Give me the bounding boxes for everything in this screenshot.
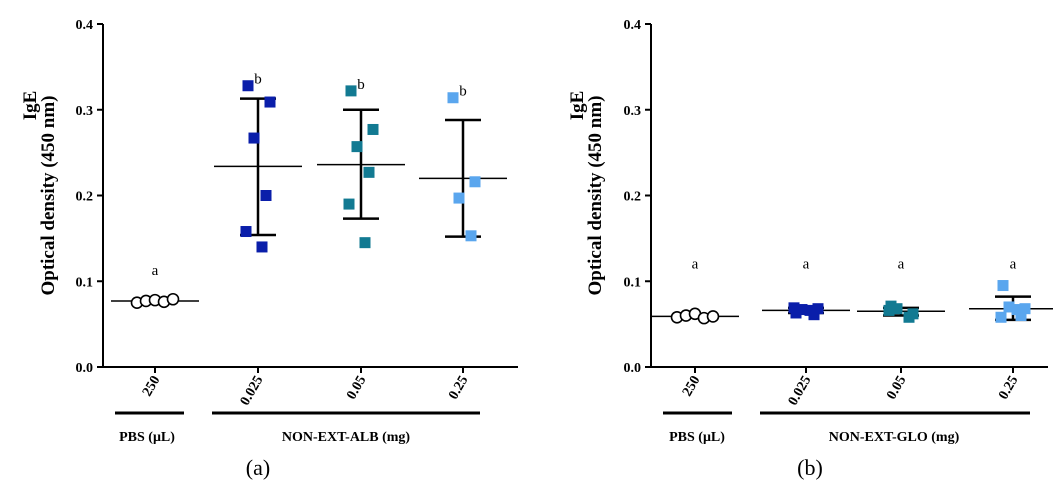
data-point: [240, 226, 252, 238]
x-tick-label: 0.05: [884, 374, 909, 403]
y-tick-label: 0.3: [76, 104, 94, 119]
y-tick-label: 0.0: [624, 361, 642, 376]
data-point: [812, 303, 824, 315]
significance-label: b: [459, 84, 467, 100]
group-label: PBS (μL): [119, 430, 175, 445]
data-point: [345, 85, 357, 97]
data-point: [1019, 303, 1031, 315]
significance-label: b: [254, 72, 262, 88]
data-point: [248, 132, 260, 144]
significance-label: a: [1010, 256, 1017, 272]
significance-label: a: [692, 256, 699, 272]
data-point: [1003, 301, 1015, 313]
y-tick-label: 0.0: [76, 361, 94, 376]
data-point: [891, 303, 903, 315]
significance-label: a: [152, 263, 159, 279]
group-label: NON-EXT-GLO (mg): [829, 430, 960, 445]
y-tick-label: 0.3: [624, 104, 642, 119]
data-point: [351, 141, 363, 153]
group-label: NON-EXT-ALB (mg): [282, 430, 411, 445]
data-point: [166, 292, 180, 306]
data-point: [796, 304, 808, 316]
y-tick-label: 0.1: [624, 275, 642, 290]
x-tick-label: 0.25: [446, 374, 471, 403]
group-label: PBS (μL): [669, 430, 725, 445]
y-axis-label-line2: Optical density (450 nm): [585, 95, 606, 295]
data-point: [359, 237, 371, 249]
data-point: [260, 190, 272, 201]
data-point: [363, 166, 375, 178]
significance-label: a: [803, 256, 810, 272]
data-point: [453, 192, 465, 204]
data-point: [995, 311, 1007, 323]
data-point: [997, 280, 1009, 292]
x-tick-label: 0.05: [344, 374, 369, 403]
x-tick-label: 0.025: [238, 374, 267, 409]
data-point: [264, 96, 276, 108]
panel-label: (b): [797, 455, 823, 480]
y-tick-label: 0.4: [624, 18, 642, 33]
x-tick-label: 250: [140, 374, 163, 400]
data-point: [367, 123, 379, 135]
data-point: [804, 304, 816, 316]
data-point: [469, 176, 481, 188]
y-tick-label: 0.2: [624, 190, 642, 205]
significance-label: b: [357, 77, 365, 93]
data-point: [1015, 310, 1027, 322]
panel-label: (a): [246, 455, 270, 480]
data-point: [447, 92, 459, 104]
y-tick-label: 0.1: [76, 275, 94, 290]
data-point: [883, 304, 895, 316]
data-point: [465, 230, 477, 242]
data-point: [903, 311, 915, 323]
data-point: [242, 80, 254, 92]
y-axis-label-line1: IgE: [567, 91, 588, 121]
x-tick-label: 0.25: [996, 374, 1021, 403]
data-point: [1011, 304, 1023, 316]
significance-label: a: [898, 256, 905, 272]
y-tick-label: 0.4: [76, 18, 94, 33]
x-tick-label: 250: [680, 374, 703, 400]
x-tick-label: 0.025: [786, 374, 815, 409]
y-axis-label-line1: IgE: [20, 91, 41, 121]
y-axis-label-line2: Optical density (450 nm): [38, 95, 59, 295]
data-point: [343, 198, 355, 210]
data-point: [706, 310, 720, 323]
y-tick-label: 0.2: [76, 190, 94, 205]
data-point: [256, 241, 268, 253]
data-point: [788, 302, 800, 314]
